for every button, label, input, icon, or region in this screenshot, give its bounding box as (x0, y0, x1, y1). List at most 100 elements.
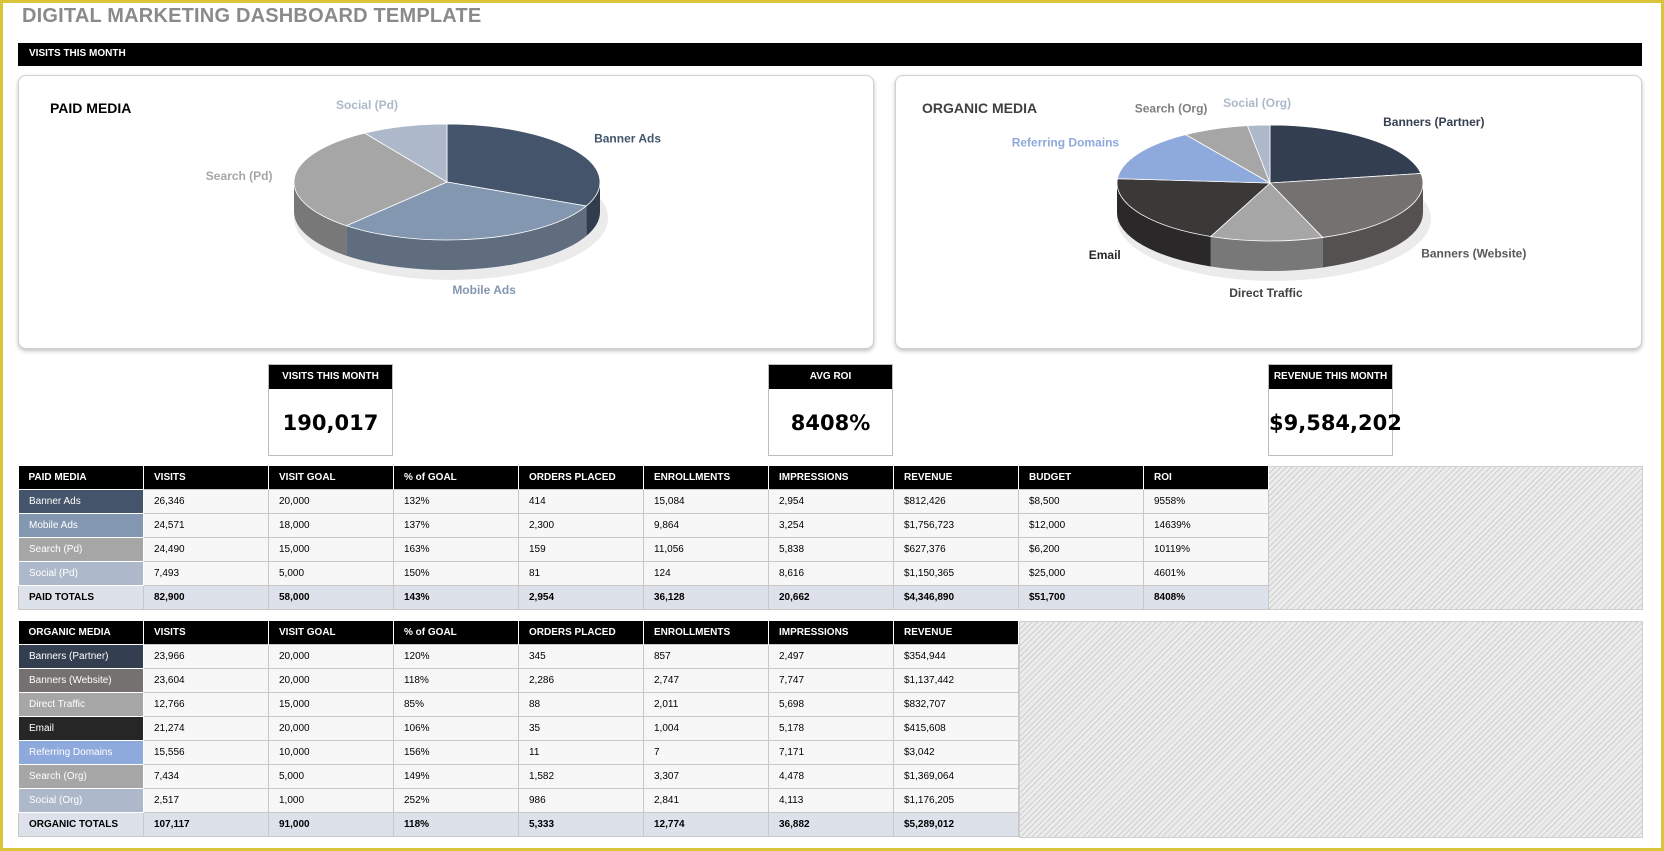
pie-slice-side (1117, 183, 1211, 267)
table-cell: 150% (393, 560, 519, 586)
totals-cell: $51,700 (1018, 584, 1144, 610)
table-row[interactable]: Direct Traffic 12,766 15,000 85% 88 2,011 5,69… (18, 691, 1019, 717)
kpi-revenue-value: $9,584,202 (1269, 411, 1402, 435)
table-cell: 11,056 (643, 536, 769, 562)
organic-media-chart-panel[interactable]: ORGANIC MEDIA Banners (Partner) Banners (… (895, 75, 1642, 349)
table-cell: 26,346 (143, 488, 269, 514)
table-cell: 9,864 (643, 512, 769, 538)
table-cell: 2,011 (643, 691, 769, 717)
table-cell: 5,000 (268, 763, 394, 789)
table-row[interactable]: Banner Ads 26,346 20,000 132% 414 15,084 2,954… (18, 488, 1269, 514)
table-cell: 8,616 (768, 560, 894, 586)
table-cell: $8,500 (1018, 488, 1144, 514)
table-cell: 7,434 (143, 763, 269, 789)
table-cell: 9558% (1143, 488, 1269, 514)
pie-slice-label: Banners (Partner) (1383, 115, 1484, 129)
totals-row: ORGANIC TOTALS 107,117 91,000 118% 5,333 12,7… (18, 811, 1019, 837)
table-row[interactable]: Social (Pd) 7,493 5,000 150% 81 124 8,616 $1,15… (18, 560, 1269, 586)
table-cell: $627,376 (893, 536, 1019, 562)
totals-cell: $5,289,012 (893, 811, 1019, 837)
table-cell: 118% (393, 667, 519, 693)
table-cell: 137% (393, 512, 519, 538)
paid-media-pie-chart[interactable]: Banner Ads Mobile Ads Search (Pd) Social (P… (19, 76, 875, 350)
totals-cell: 2,954 (518, 584, 644, 610)
row-label: Referring Domains (18, 739, 144, 765)
pie-slice[interactable] (363, 123, 448, 183)
table-cell: $1,137,442 (893, 667, 1019, 693)
table-cell: 857 (643, 643, 769, 669)
pie-slice-label: Social (Pd) (336, 98, 398, 112)
section-banner: VISITS THIS MONTH (18, 43, 1642, 66)
totals-cell: $4,346,890 (893, 584, 1019, 610)
table-cell: 132% (393, 488, 519, 514)
pie-slice[interactable] (293, 132, 448, 227)
row-label: Email (18, 715, 144, 741)
pie-slice[interactable] (1246, 124, 1271, 184)
table-cell: 15,000 (268, 536, 394, 562)
column-header: ORDERS PLACED (518, 466, 644, 489)
pie-slice[interactable] (345, 181, 588, 241)
table-cell: 4,478 (768, 763, 894, 789)
table-row[interactable]: Mobile Ads 24,571 18,000 137% 2,300 9,864 3,25… (18, 512, 1269, 538)
table-cell: 163% (393, 536, 519, 562)
paid-media-chart-panel[interactable]: PAID MEDIA Banner Ads Mobile Ads Search (P… (18, 75, 874, 349)
table-cell: $354,944 (893, 643, 1019, 669)
organic-media-chart-title: ORGANIC MEDIA (922, 100, 1038, 116)
totals-cell: 36,882 (768, 811, 894, 837)
totals-cell: 107,117 (143, 811, 269, 837)
pie-slice[interactable] (1116, 134, 1271, 184)
table-cell: 1,582 (518, 763, 644, 789)
table-cell: 20,000 (268, 643, 394, 669)
pie-slice[interactable] (1116, 178, 1272, 237)
pie-slice[interactable] (446, 123, 601, 207)
row-label: Banners (Website) (18, 667, 144, 693)
column-header: ORGANIC MEDIA (18, 621, 144, 644)
table-row[interactable]: Banners (Partner) 23,966 20,000 120% 345 857 2… (18, 643, 1019, 669)
table-cell: 24,571 (143, 512, 269, 538)
pie-slice-side (1322, 183, 1423, 268)
column-header: ENROLLMENTS (643, 466, 769, 489)
kpi-revenue-label: REVENUE THIS MONTH (1269, 365, 1392, 389)
pie-slice-label: Banners (Website) (1421, 246, 1526, 260)
table-cell: 7,747 (768, 667, 894, 693)
table-cell: $1,150,365 (893, 560, 1019, 586)
pie-slice-label: Social (Org) (1223, 96, 1291, 110)
table-cell: 2,954 (768, 488, 894, 514)
table-cell: 10,000 (268, 739, 394, 765)
pie-slice[interactable] (1209, 182, 1324, 242)
organic-media-pie-chart[interactable]: Banners (Partner) Banners (Website) Direct… (896, 76, 1643, 350)
table-row[interactable]: Search (Org) 7,434 5,000 149% 1,582 3,307 4,47… (18, 763, 1019, 789)
table-row[interactable]: Search (Pd) 24,490 15,000 163% 159 11,056 5,83… (18, 536, 1269, 562)
pie-slice-side (294, 182, 347, 256)
table-cell: 156% (393, 739, 519, 765)
table-row[interactable]: Banners (Website) 23,604 20,000 118% 2,286 2,… (18, 667, 1019, 693)
table-row[interactable]: Social (Org) 2,517 1,000 252% 986 2,841 4,113 $… (18, 787, 1019, 813)
row-label: Search (Pd) (18, 536, 144, 562)
table-cell: $25,000 (1018, 560, 1144, 586)
kpi-revenue-this-month: REVENUE THIS MONTH $9,584,202 (1268, 364, 1402, 456)
totals-cell: 91,000 (268, 811, 394, 837)
table-cell: 7,171 (768, 739, 894, 765)
table-row[interactable]: Email 21,274 20,000 106% 35 1,004 5,178 $415,60… (18, 715, 1019, 741)
table-cell: 120% (393, 643, 519, 669)
row-label: Social (Org) (18, 787, 144, 813)
table-cell: $1,176,205 (893, 787, 1019, 813)
table-cell: 2,841 (643, 787, 769, 813)
table-row[interactable]: Referring Domains 15,556 10,000 156% 11 7 7,17… (18, 739, 1019, 765)
column-header: IMPRESSIONS (768, 621, 894, 644)
table-cell: 88 (518, 691, 644, 717)
paid-media-chart-title: PAID MEDIA (50, 100, 132, 116)
table-cell: $1,756,723 (893, 512, 1019, 538)
table-cell: 20,000 (268, 488, 394, 514)
table-cell: $1,369,064 (893, 763, 1019, 789)
table-cell: 4,113 (768, 787, 894, 813)
table-cell: 23,966 (143, 643, 269, 669)
column-header: PAID MEDIA (18, 466, 144, 489)
pie-slice[interactable] (1269, 173, 1424, 238)
table-cell: 106% (393, 715, 519, 741)
table-cell: 414 (518, 488, 644, 514)
table-cell: 7,493 (143, 560, 269, 586)
table-cell: 14639% (1143, 512, 1269, 538)
pie-slice[interactable] (1269, 124, 1422, 184)
table-cell: 85% (393, 691, 519, 717)
